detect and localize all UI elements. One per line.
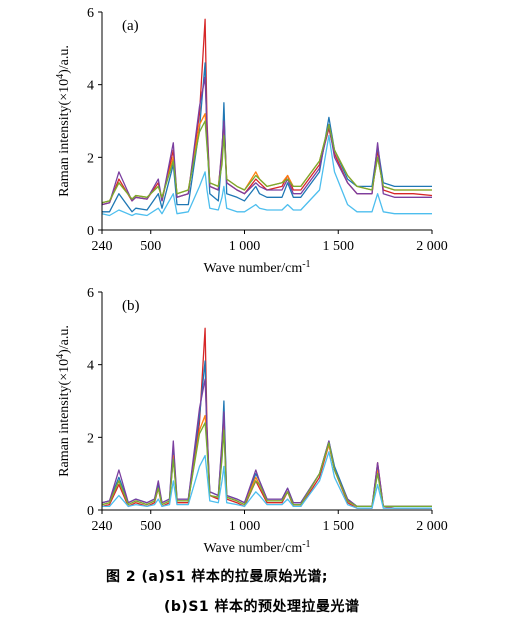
x-axis-label: Wave number/cm-1: [203, 259, 310, 276]
y-tick-label: 2: [87, 151, 94, 166]
series-line-5: [101, 422, 432, 508]
figure-caption-line-1: 图 2 (a)S1 样本的拉曼原始光谱;: [106, 569, 329, 585]
figure-caption-line-2: (b)S1 样本的预处理拉曼光谱: [164, 599, 360, 615]
x-tick-label: 1 000: [229, 239, 261, 254]
series-line-5: [101, 120, 432, 204]
y-tick-label: 6: [87, 6, 94, 21]
chart-panel-b: 240 500 1 000 1 500 2 000 0 2 4 6 (b) Wave number/…: [55, 286, 448, 556]
x-tick-label: 2 000: [416, 519, 448, 534]
y-tick-label: 2: [87, 431, 94, 446]
series-line-1: [101, 327, 432, 509]
x-tick-label: 2 000: [416, 239, 448, 254]
series-line-4: [101, 76, 432, 206]
series-line-6: [101, 134, 432, 217]
y-tick-label: 0: [87, 504, 94, 519]
x-tick-label: 500: [140, 519, 161, 534]
series-line-2: [102, 62, 432, 213]
y-tick-label: 4: [87, 79, 94, 94]
panel-label: (b): [122, 298, 140, 314]
chart-panel-a: 240 500 1 000 1 500 2 000 0 2 4 6 (a) Wave number/…: [55, 6, 448, 276]
x-tick-label: 240: [92, 239, 113, 254]
series-line-3: [101, 414, 432, 508]
series-line-4: [101, 378, 432, 508]
series-line-2: [101, 360, 432, 508]
y-axis-label: Raman intensity(×104)/a.u.: [55, 45, 72, 197]
y-tick-label: 4: [87, 359, 94, 374]
series-line-6: [102, 451, 432, 509]
y-tick-label: 0: [87, 224, 94, 239]
x-tick-label: 1 500: [323, 239, 355, 254]
x-tick-label: 1 000: [229, 519, 261, 534]
y-tick-label: 6: [87, 286, 94, 301]
x-tick-label: 500: [140, 239, 161, 254]
x-axis-label: Wave number/cm-1: [203, 539, 310, 556]
panel-label: (a): [122, 18, 139, 34]
y-axis-label: Raman intensity(×104)/a.u.: [55, 325, 72, 477]
x-tick-label: 1 500: [323, 519, 355, 534]
x-tick-label: 240: [92, 519, 113, 534]
